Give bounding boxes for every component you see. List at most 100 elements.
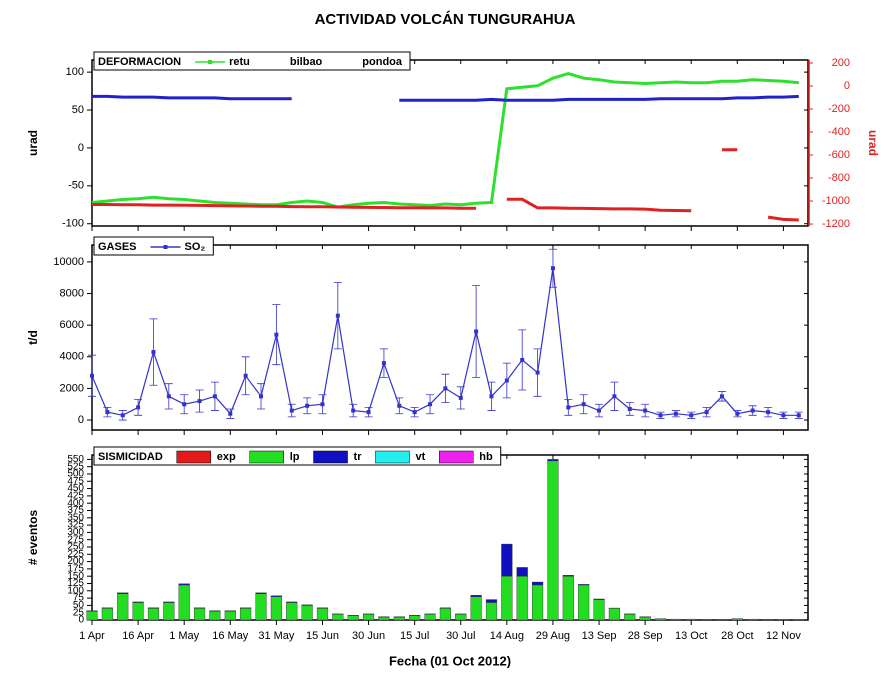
data-point <box>704 410 709 415</box>
bar <box>639 616 651 621</box>
panel-title: SISMICIDAD <box>98 451 163 463</box>
y2-tick-label: -1000 <box>822 195 850 207</box>
y-tick-label: 425 <box>67 491 84 502</box>
data-point <box>627 406 632 411</box>
data-line <box>92 94 799 102</box>
bar <box>224 611 236 621</box>
legend-label: retu <box>229 56 250 68</box>
bar <box>439 608 451 621</box>
bar <box>224 610 236 612</box>
x-tick-label: 16 May <box>212 630 249 642</box>
legend: GASES SO₂ <box>93 236 214 256</box>
x-tick-label: 14 Aug <box>490 630 524 642</box>
bar <box>654 618 667 621</box>
bar <box>209 611 221 621</box>
data-point <box>428 402 433 407</box>
x-tick-label: 29 Aug <box>536 630 570 642</box>
y-tick-label: 2000 <box>60 382 84 394</box>
y-tick-label: 50 <box>73 600 85 611</box>
bar <box>86 611 98 621</box>
bar <box>255 592 267 594</box>
chart-title: ACTIVIDAD VOLCÁN TUNGURAHUA <box>315 11 576 28</box>
y-tick-label: 125 <box>67 578 84 589</box>
bar <box>547 460 559 621</box>
bar <box>316 608 329 621</box>
bar <box>562 575 574 577</box>
y-tick-label: -50 <box>68 180 84 192</box>
bar <box>209 610 221 612</box>
bar <box>532 581 544 586</box>
bar <box>578 584 590 621</box>
bar <box>608 608 620 621</box>
legend-label: hb <box>479 451 493 463</box>
data-point <box>397 403 402 408</box>
data-point <box>550 266 555 271</box>
y-tick-label: 475 <box>67 476 84 487</box>
y-tick-label: 150 <box>67 571 84 582</box>
x-tick-label: 31 May <box>258 630 295 642</box>
bar <box>578 584 590 586</box>
y-tick-label: 0 <box>78 142 84 154</box>
legend-swatch <box>249 450 284 464</box>
legend-label: SO₂ <box>185 241 206 253</box>
bar <box>301 605 313 621</box>
bar <box>347 615 359 621</box>
x-tick-label: 15 Jun <box>306 630 339 642</box>
data-point <box>136 405 141 410</box>
data-point <box>182 402 187 407</box>
data-point <box>673 411 678 416</box>
x-tick-label: 13 Oct <box>675 630 707 642</box>
legend-label: bilbao <box>290 56 323 68</box>
data-point <box>504 378 509 383</box>
data-point <box>197 399 202 404</box>
bar <box>424 613 436 621</box>
bar <box>455 613 467 621</box>
bar <box>193 608 206 621</box>
bar <box>286 601 298 603</box>
y-tick-label: 500 <box>67 469 84 480</box>
x-tick-label: 30 Jul <box>446 630 475 642</box>
data-point <box>658 413 663 418</box>
bar <box>163 602 175 621</box>
data-line <box>92 148 799 222</box>
bar <box>731 618 743 621</box>
bar <box>685 618 697 621</box>
bar <box>516 575 528 621</box>
data-point <box>750 408 755 413</box>
legend: SISMICIDAD exp lp tr vt hb <box>93 446 502 466</box>
y2-tick-label: 0 <box>844 80 850 92</box>
bar <box>240 607 252 609</box>
y2-tick-label: -400 <box>828 126 850 138</box>
bar <box>485 602 498 621</box>
legend-label: exp <box>217 451 236 463</box>
data-line <box>91 72 799 209</box>
bar <box>193 607 206 609</box>
y-tick-label: -100 <box>62 218 84 230</box>
data-point <box>105 410 110 415</box>
y-tick-label: 10000 <box>53 256 84 268</box>
data-point <box>274 332 279 337</box>
bar <box>501 575 513 621</box>
bar <box>240 608 252 621</box>
x-tick-label: 1 May <box>169 630 199 642</box>
y2-tick-label: 200 <box>832 57 850 69</box>
bar <box>117 593 129 621</box>
y-tick-label: 75 <box>73 593 85 604</box>
data-point <box>443 386 448 391</box>
data-point <box>289 408 294 413</box>
legend-marker <box>163 245 168 249</box>
bar <box>178 583 190 586</box>
bar <box>270 596 282 621</box>
data-point <box>458 395 463 400</box>
y-tick-label: 225 <box>67 549 84 560</box>
x-tick-label: 28 Oct <box>721 630 753 642</box>
bar <box>701 619 713 621</box>
y-tick-label: 4000 <box>60 351 84 363</box>
bar <box>747 618 759 621</box>
y-tick-label: 400 <box>67 498 84 509</box>
bar <box>270 595 282 597</box>
bar <box>470 596 482 621</box>
y-tick-label: 350 <box>67 512 84 523</box>
legend-marker <box>208 60 213 64</box>
data-point <box>243 373 248 378</box>
